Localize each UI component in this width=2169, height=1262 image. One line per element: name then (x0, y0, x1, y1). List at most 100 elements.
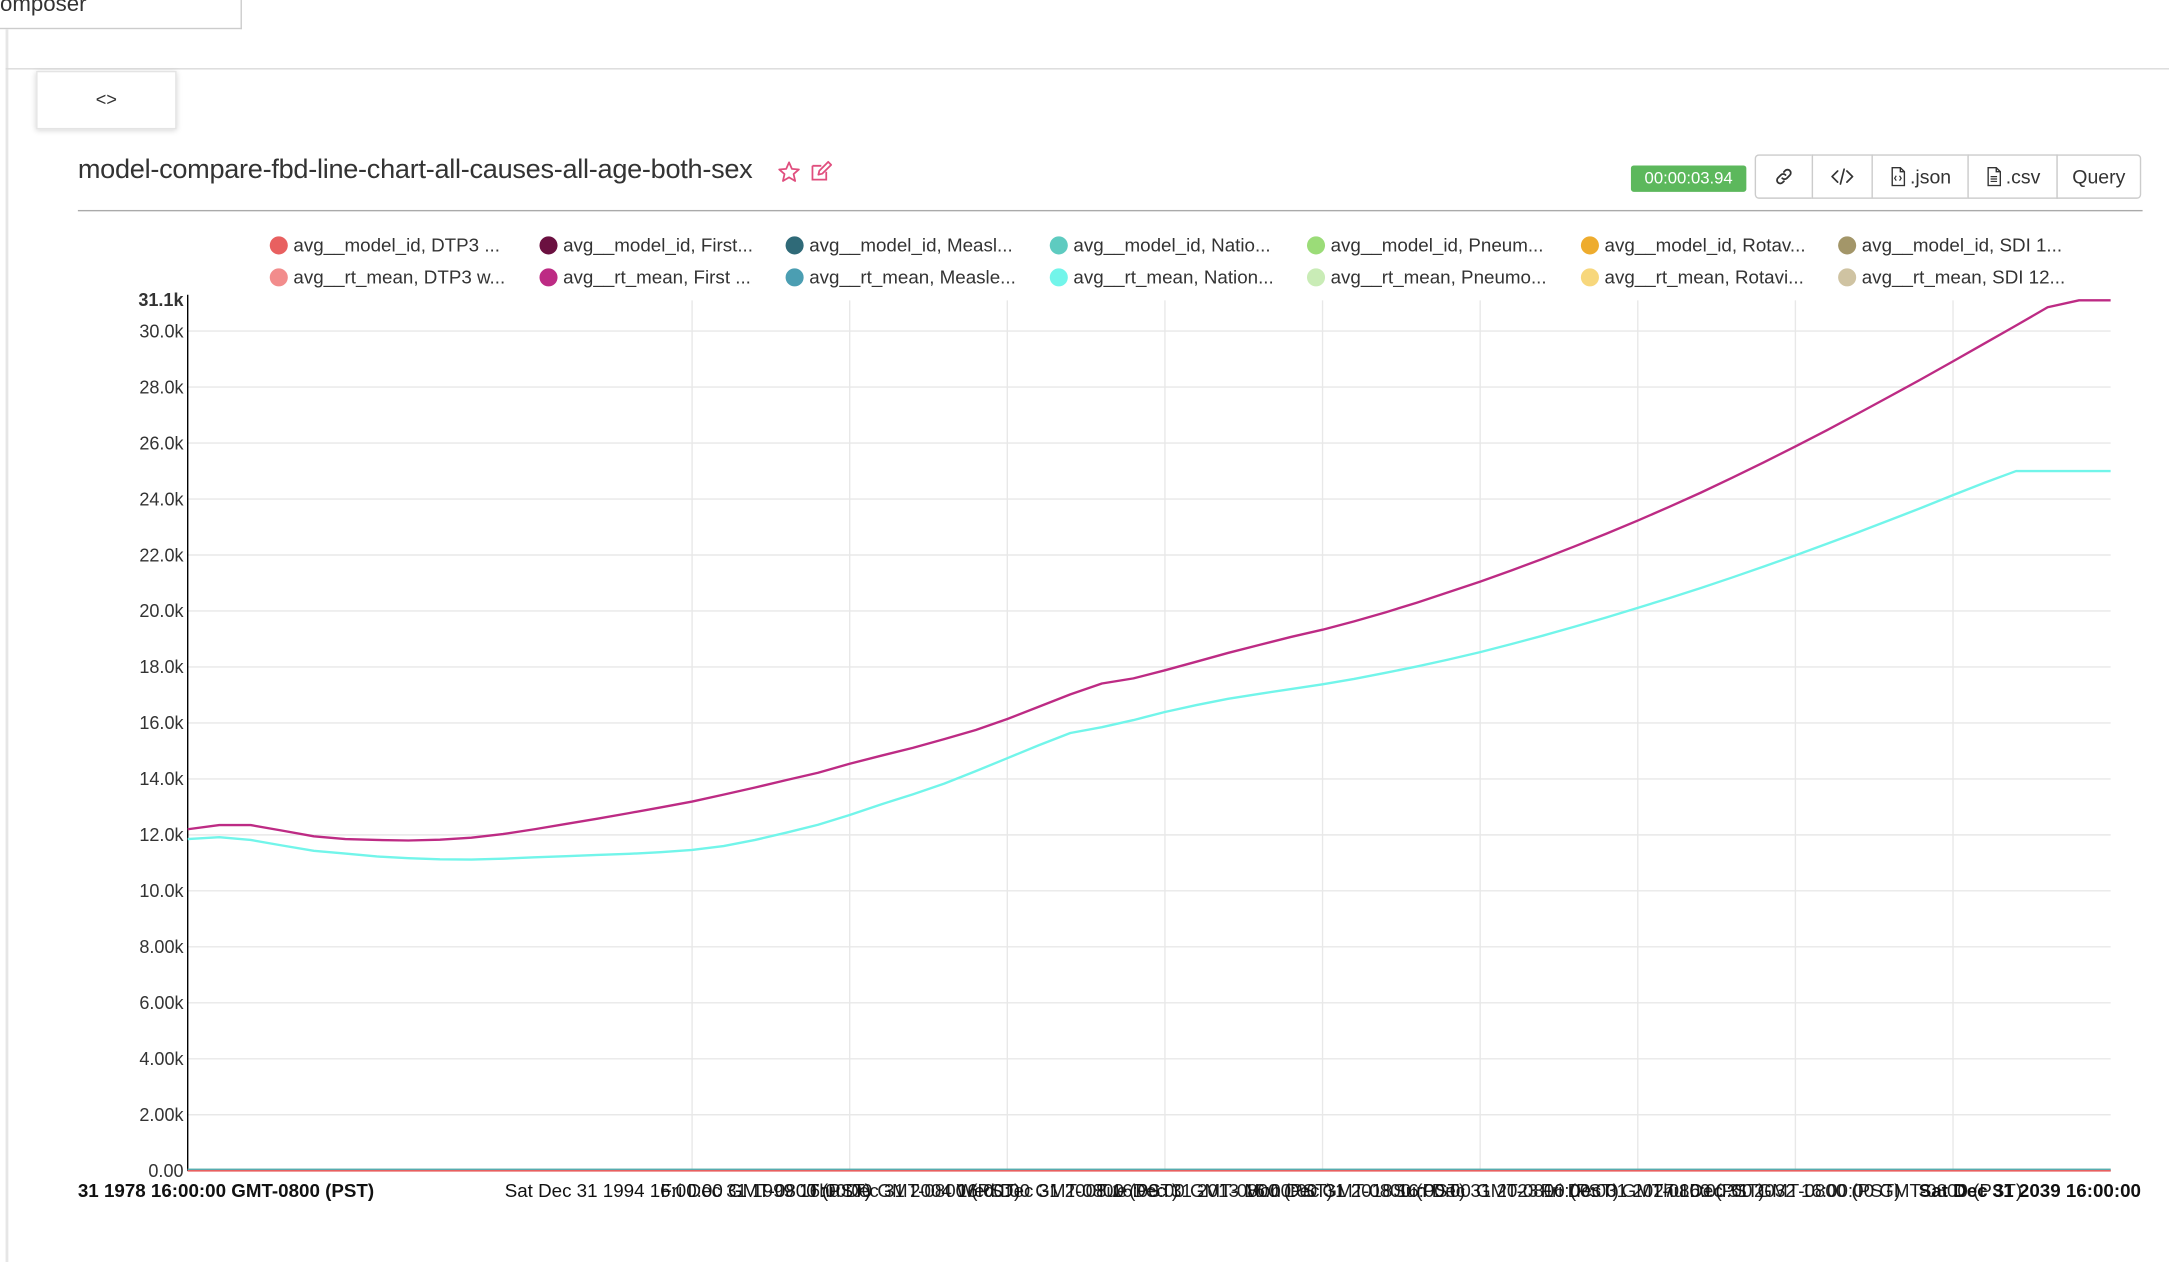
legend-swatch (1306, 235, 1326, 254)
y-max-label: 31.1k (138, 290, 184, 310)
y-tick-label: 4.00k (139, 1049, 184, 1069)
legend-swatch (1049, 235, 1068, 254)
copy-link-button[interactable] (1754, 154, 1814, 199)
legend-label: avg__rt_mean, Pneumo... (1330, 266, 1547, 288)
y-tick-label: 14.0k (139, 769, 184, 789)
legend-item[interactable]: avg__model_id, Measl... (785, 231, 1013, 259)
legend-label: avg__model_id, Natio... (1073, 234, 1271, 256)
y-tick-label: 22.0k (139, 545, 184, 565)
left-divider (5, 29, 9, 1262)
legend-item[interactable]: avg__model_id, Pneum... (1306, 231, 1544, 259)
legend-label: avg__rt_mean, Rotavi... (1604, 266, 1804, 288)
y-tick-label: 2.00k (139, 1105, 184, 1125)
legend-swatch (269, 235, 288, 254)
legend-swatch (539, 267, 558, 286)
legend-label: avg__model_id, First... (563, 234, 753, 256)
star-icon[interactable] (777, 160, 801, 184)
legend-item[interactable]: avg__model_id, Rotav... (1580, 231, 1806, 259)
legend-swatch (1306, 267, 1326, 286)
code-icon (1831, 168, 1854, 185)
y-tick-label: 12.0k (139, 825, 184, 845)
x-tick-label: Fri Dec 31 1999 16:00:00 GMT-0800 (PST) (660, 1180, 1020, 1201)
legend-label: avg__rt_mean, SDI 12... (1861, 266, 2066, 288)
series-line (187, 299, 2111, 842)
y-tick-label: 24.0k (139, 489, 184, 509)
legend-swatch (1580, 267, 1599, 286)
y-tick-label: 26.0k (139, 433, 184, 453)
legend-swatch (1049, 267, 1068, 286)
x-tick-label: Wed Dec 31 2008 16:00:00 GMT-0800 (PST) (957, 1180, 1333, 1201)
chart-legend: avg__model_id, DTP3 ... avg__model_id, Fi… (269, 231, 2091, 295)
composer-tab[interactable]: omposer (0, 0, 242, 30)
legend-item[interactable]: avg__rt_mean, Rotavi... (1580, 263, 1804, 291)
legend-item[interactable]: avg__model_id, First... (539, 231, 753, 259)
legend-swatch (1838, 235, 1857, 254)
legend-item[interactable]: avg__model_id, Natio... (1049, 231, 1271, 259)
export-csv-button[interactable]: .csv (1967, 154, 2058, 199)
y-tick-label: 18.0k (139, 657, 184, 677)
legend-swatch (785, 235, 804, 254)
legend-swatch (539, 235, 558, 254)
csv-label: .csv (2005, 165, 2041, 188)
json-label: .json (1909, 165, 1952, 188)
legend-label: avg__rt_mean, First ... (563, 266, 751, 288)
legend-item[interactable]: avg__rt_mean, DTP3 w... (269, 263, 506, 291)
x-tick-label: Mon Dec 31 2018 16:00:00 GMT-0800 (PST) (1244, 1180, 1618, 1201)
legend-swatch (269, 267, 288, 286)
legend-label: avg__rt_mean, Nation... (1073, 266, 1274, 288)
y-tick-label: 10.0k (139, 881, 184, 901)
x-tick-label: Fri Dec 31 2027 16:00:00 GMT-0800 (PST) (1541, 1180, 1901, 1201)
legend-item[interactable]: avg__model_id, SDI 1... (1838, 231, 2062, 259)
legend-item[interactable]: avg__model_id, DTP3 ... (269, 231, 500, 259)
legend-item[interactable]: avg__rt_mean, Nation... (1049, 263, 1274, 291)
legend-item[interactable]: avg__rt_mean, First ... (539, 263, 751, 291)
query-label: Query (2072, 165, 2126, 188)
legend-label: avg__model_id, Rotav... (1604, 234, 1806, 256)
link-icon (1776, 168, 1792, 185)
legend-swatch (1838, 267, 1857, 286)
x-tick-label: Sat Dec 31 1994 16:00:00 GMT-0800 (PST) (505, 1180, 871, 1201)
file-code-icon (1891, 166, 1905, 187)
x-tick-label: 31 1978 16:00:00 GMT-0800 (PST) (78, 1180, 374, 1201)
slice-action-buttons: .json .csv Query (1754, 154, 2142, 199)
embed-code-button[interactable] (1811, 154, 1873, 199)
composer-tab-label: omposer (0, 0, 87, 17)
query-timer-badge: 00:00:03.94 (1630, 165, 1747, 192)
series-line (187, 469, 2111, 861)
legend-item[interactable]: avg__rt_mean, SDI 12... (1838, 263, 2065, 291)
legend-row: avg__rt_mean, DTP3 w... avg__rt_mean, Fir… (269, 263, 2091, 295)
x-tick-label: Sat Dec 31 2039 16:00:00 (1919, 1180, 2141, 1201)
legend-swatch (1580, 235, 1599, 254)
y-tick-label: 6.00k (139, 993, 184, 1013)
legend-label: avg__model_id, Measl... (809, 234, 1013, 256)
x-tick-label: Thu Dec 31 2004 16:00:00 GMT-0800 (PST) (808, 1180, 1178, 1201)
file-text-icon (1986, 166, 2001, 187)
view-query-button[interactable]: Query (2056, 154, 2142, 199)
export-json-button[interactable]: .json (1871, 154, 1969, 199)
y-tick-label: 0.00 (148, 1161, 183, 1181)
legend-label: avg__model_id, SDI 1... (1861, 234, 2063, 256)
y-tick-label: 20.0k (139, 601, 184, 621)
toggle-panel-button[interactable]: <> (36, 70, 177, 130)
legend-item[interactable]: avg__rt_mean, Measle... (785, 263, 1016, 291)
y-tick-label: 28.0k (139, 377, 184, 397)
edit-icon[interactable] (808, 160, 833, 184)
slice-title: model-compare-fbd-line-chart-all-causes-… (77, 154, 753, 185)
y-tick-label: 16.0k (139, 713, 184, 733)
legend-label: avg__model_id, DTP3 ... (293, 234, 500, 256)
legend-swatch (785, 267, 804, 286)
legend-row: avg__model_id, DTP3 ... avg__model_id, Fi… (269, 231, 2091, 263)
legend-item[interactable]: avg__rt_mean, Pneumo... (1306, 263, 1547, 291)
x-tick-label: Thu Dec 31 2032 16:00:00 GMT-0800 (PST) (1652, 1180, 2022, 1201)
legend-label: avg__rt_mean, DTP3 w... (293, 266, 506, 288)
x-tick-label: Tue Dec 31 2013 16:00:00 GMT-0800 (PST) (1096, 1180, 1466, 1201)
x-tick-label: Sun Dec 31 2023 16:00:00 GMT-0800 (PST) (1393, 1180, 1764, 1201)
legend-label: avg__model_id, Pneum... (1330, 234, 1544, 256)
legend-label: avg__rt_mean, Measle... (809, 266, 1016, 288)
y-tick-label: 30.0k (139, 321, 184, 341)
top-divider (5, 68, 2169, 70)
title-divider (77, 209, 2143, 212)
y-tick-label: 8.00k (139, 937, 184, 957)
